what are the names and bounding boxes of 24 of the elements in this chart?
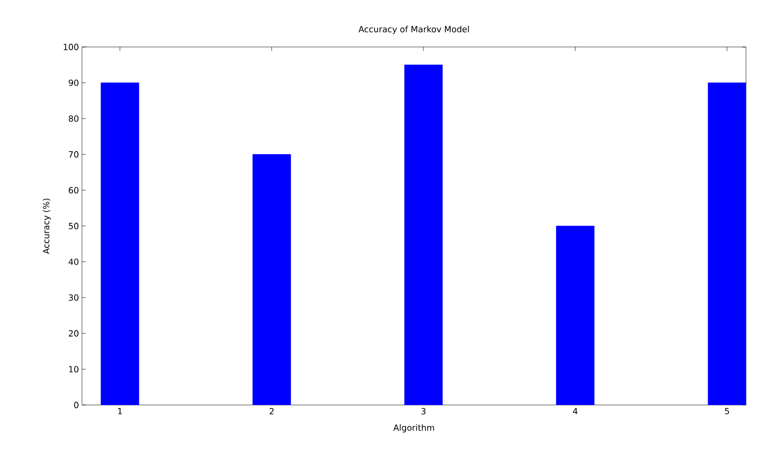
- y-tick-label: 100: [64, 44, 78, 50]
- x-tick-label: 5: [725, 408, 729, 414]
- y-tick-label: 60: [68, 186, 78, 194]
- x-tick-label: 3: [421, 408, 426, 414]
- chart-title: Accuracy of Markov Model: [358, 26, 469, 34]
- y-tick-label: 0: [74, 402, 78, 408]
- y-tick-label: 30: [68, 294, 78, 301]
- y-tick-label: 10: [69, 366, 78, 372]
- bar: [556, 226, 594, 405]
- x-tick-label: 4: [572, 408, 578, 414]
- x-tick-label: 1: [118, 408, 122, 414]
- x-tick-label: 2: [270, 408, 274, 414]
- bar: [404, 64, 443, 405]
- bar: [708, 82, 746, 405]
- bar: [252, 154, 291, 405]
- y-axis-title: Accuracy (%): [42, 198, 51, 254]
- x-axis-title: Algorithm: [393, 424, 434, 432]
- bar: [100, 82, 140, 405]
- y-tick-label: 90: [68, 80, 78, 86]
- y-tick-label: 20: [68, 330, 78, 337]
- y-tick-label: 70: [68, 151, 78, 158]
- y-tick-label: 50: [68, 222, 78, 230]
- y-tick-label: 80: [68, 115, 78, 122]
- y-tick-label: 40: [68, 258, 78, 265]
